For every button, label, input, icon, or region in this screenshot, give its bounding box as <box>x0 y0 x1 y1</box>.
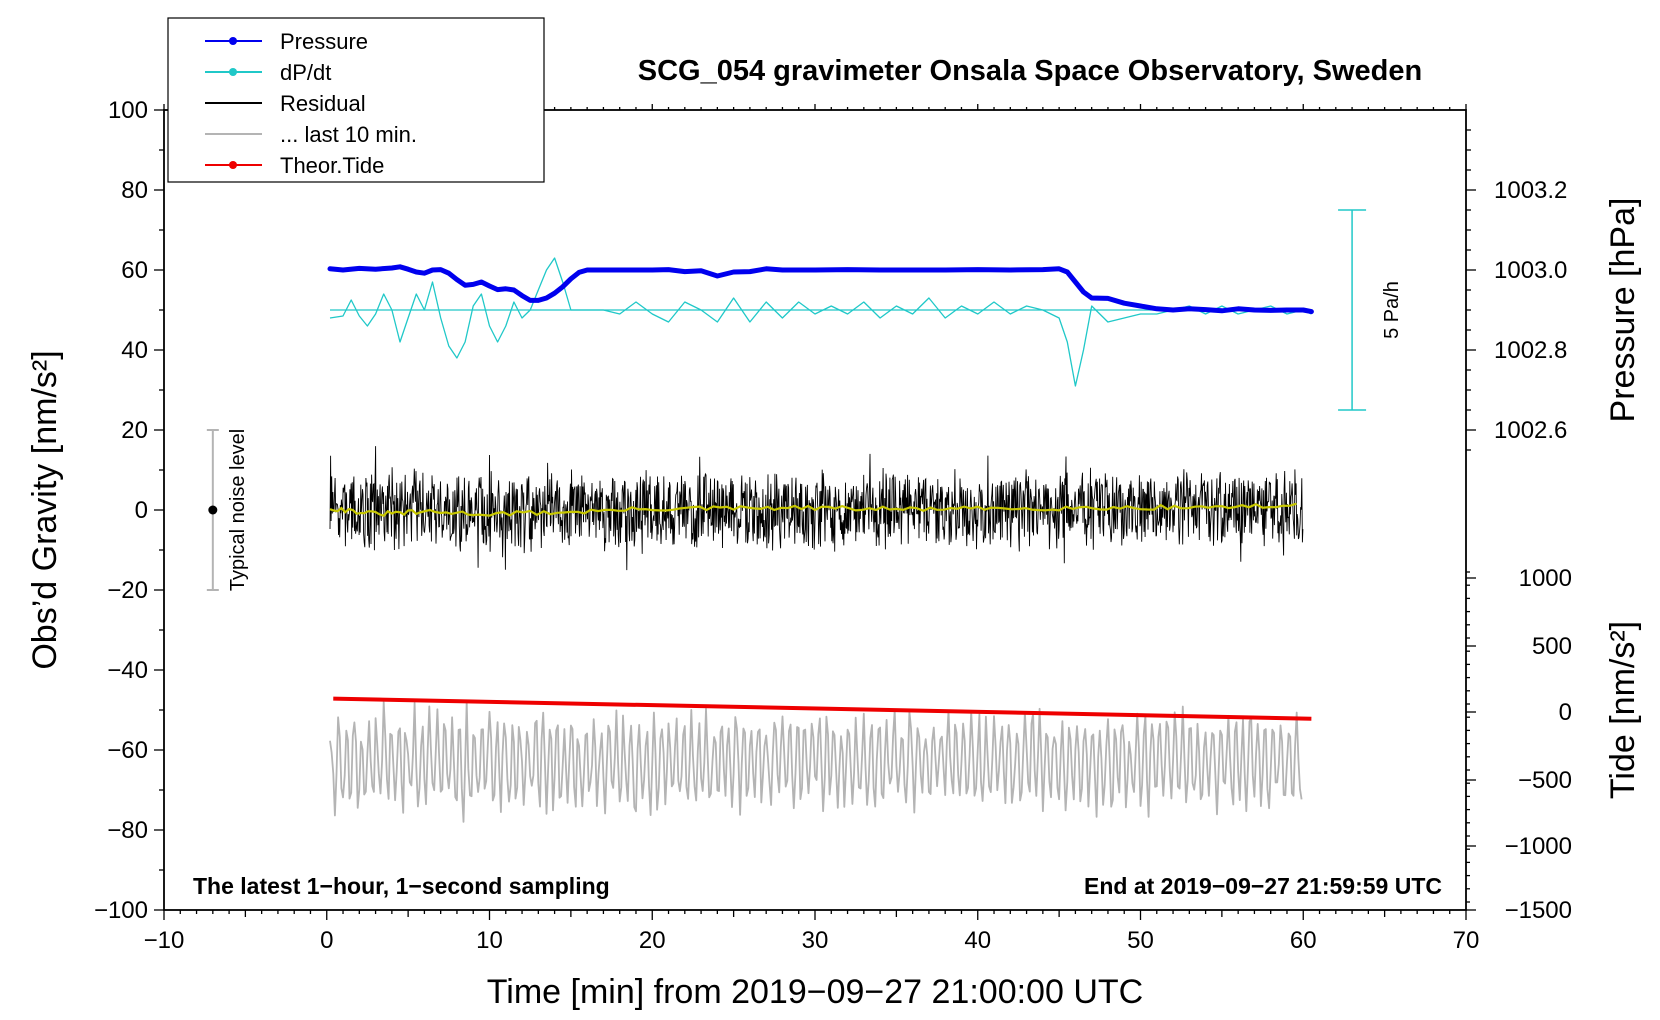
dpdt-line <box>329 257 1312 387</box>
legend-marker <box>229 68 237 76</box>
footer-end-time: End at 2019−09−27 21:59:59 UTC <box>1084 873 1442 899</box>
reference-bars: Typical noise level 5 Pa/h <box>206 209 1403 591</box>
pressure-tick-label: 1003.2 <box>1494 177 1567 204</box>
y-tick-label: −100 <box>94 897 148 924</box>
legend: Pressure dP/dt Residual ... last 10 min. The… <box>167 17 545 183</box>
tide-tick-label: −1500 <box>1505 897 1572 924</box>
y-tick-label: −60 <box>107 737 148 764</box>
legend-marker <box>229 37 237 45</box>
y-axis-title-gravity: Obs’d Gravity [nm/s²] <box>26 350 64 669</box>
y-tick-label: 60 <box>121 257 148 284</box>
noise-bar-label: Typical noise level <box>227 429 249 591</box>
tide-tick-label: −500 <box>1518 767 1572 794</box>
pressure-rate-label: 5 Pa/h <box>1381 281 1403 339</box>
y-tick-label: 80 <box>121 177 148 204</box>
legend-label: ... last 10 min. <box>280 122 417 147</box>
legend-label: Residual <box>280 91 366 116</box>
footer-sampling-note: The latest 1−hour, 1−second sampling <box>193 873 610 899</box>
y-tick-label: −40 <box>107 657 148 684</box>
tide-tick-label: 0 <box>1559 699 1572 726</box>
tide-tick-label: 1000 <box>1519 565 1572 592</box>
residual-smoothed-line <box>329 502 1297 517</box>
pressure-tick-label: 1003.0 <box>1494 257 1567 284</box>
residual-series <box>329 446 1304 571</box>
x-tick-label: 50 <box>1127 927 1154 954</box>
legend-label: dP/dt <box>280 60 331 85</box>
axis-ticks: −10 0 10 20 30 40 50 60 70−100−80−60−40−20020406… <box>94 97 1572 954</box>
y-axis-title-pressure: Pressure [hPa] <box>1604 198 1642 423</box>
y-tick-label: −80 <box>107 817 148 844</box>
x-tick-label: 70 <box>1453 927 1480 954</box>
noise-bar-dot <box>208 505 218 515</box>
tide-tick-label: 500 <box>1532 633 1572 660</box>
pressure-tick-label: 1002.8 <box>1494 337 1567 364</box>
y-tick-label: 0 <box>135 497 148 524</box>
legend-box <box>167 17 545 183</box>
x-tick-label: −10 <box>144 927 185 954</box>
tide-line <box>333 696 1312 721</box>
y-tick-label: 20 <box>121 417 148 444</box>
y-tick-label: 100 <box>108 97 148 124</box>
pressure-line <box>327 264 1314 315</box>
legend-marker <box>229 161 237 169</box>
y-tick-label: 40 <box>121 337 148 364</box>
legend-label: Pressure <box>280 29 368 54</box>
x-tick-label: 0 <box>320 927 333 954</box>
last-10-min-line <box>329 700 1303 823</box>
x-tick-label: 30 <box>802 927 829 954</box>
tide-series <box>329 696 1312 823</box>
pressure-tick-label: 1002.6 <box>1494 417 1567 444</box>
chart-title: SCG_054 gravimeter Onsala Space Observat… <box>638 55 1422 87</box>
pressure-series <box>327 257 1314 387</box>
x-tick-label: 60 <box>1290 927 1317 954</box>
tide-tick-label: −1000 <box>1505 833 1572 860</box>
legend-label: Theor.Tide <box>280 153 384 178</box>
x-tick-label: 40 <box>964 927 991 954</box>
x-tick-label: 10 <box>476 927 503 954</box>
x-axis-title: Time [min] from 2019−09−27 21:00:00 UTC <box>487 973 1143 1011</box>
y-axis-title-tide: Tide [nm/s²] <box>1604 621 1642 799</box>
x-tick-label: 20 <box>639 927 666 954</box>
y-tick-label: −20 <box>107 577 148 604</box>
